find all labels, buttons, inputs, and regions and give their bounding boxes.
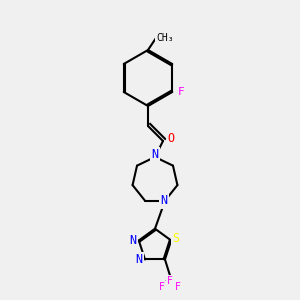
Text: N: N: [160, 194, 167, 207]
Text: F: F: [178, 87, 184, 97]
Text: F: F: [167, 277, 173, 286]
Text: CH₃: CH₃: [156, 33, 174, 43]
Text: N: N: [135, 253, 142, 266]
Text: O: O: [167, 131, 175, 145]
Text: F: F: [159, 283, 165, 292]
Text: N: N: [152, 148, 159, 161]
Text: N: N: [129, 234, 137, 247]
Text: F: F: [175, 283, 181, 292]
Text: S: S: [172, 232, 180, 245]
